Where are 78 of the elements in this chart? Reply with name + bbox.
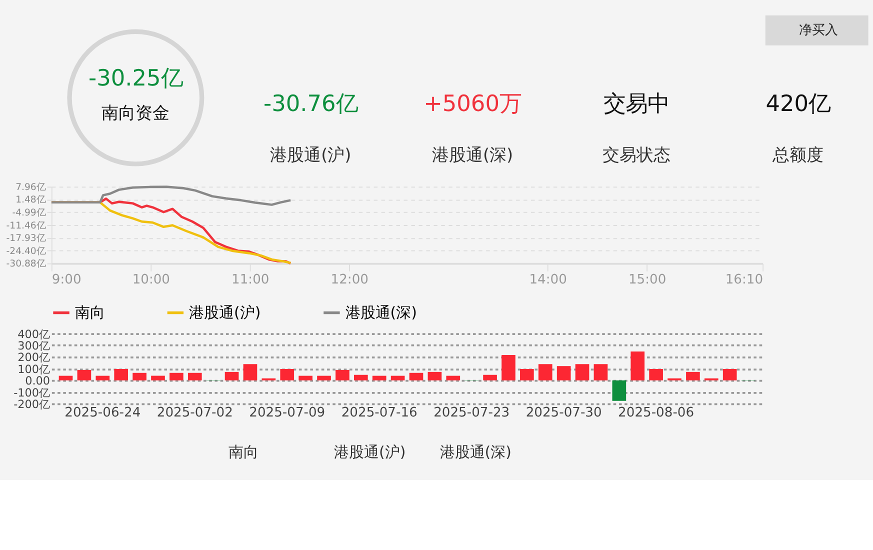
y-tick-label: 0.00	[25, 374, 50, 388]
bar	[575, 364, 590, 380]
x-tick-label: 2025-07-30	[526, 405, 602, 420]
bar	[502, 354, 516, 380]
bar	[612, 380, 626, 401]
legend-label: 港股通(沪)	[189, 303, 261, 322]
bar	[722, 369, 737, 380]
text: 南向	[228, 443, 258, 462]
x-tick-label: 11:00	[232, 272, 270, 288]
bar	[280, 369, 294, 380]
x-tick-label: 9:00	[52, 272, 82, 288]
bar	[409, 372, 424, 380]
bar	[354, 374, 368, 380]
y-tick-label: -30.88亿	[6, 258, 46, 270]
text: 南向资金	[102, 102, 170, 122]
text: 港股通(深)	[432, 144, 514, 164]
bar	[630, 351, 645, 380]
x-tick-label: 2025-07-23	[434, 405, 510, 420]
bar	[188, 372, 202, 380]
bar	[151, 376, 165, 380]
legend-label: 港股通(深)	[345, 303, 417, 322]
bar	[686, 372, 700, 380]
x-tick-label: 2025-06-24	[64, 405, 141, 420]
bar	[556, 366, 571, 380]
x-tick-label: 16:10	[725, 272, 764, 288]
bar	[317, 376, 331, 380]
y-tick-label: 100亿	[18, 362, 50, 376]
bar	[336, 370, 350, 380]
x-tick-label: 2025-07-02	[156, 405, 233, 420]
bar	[428, 372, 442, 380]
y-tick-label: -11.46亿	[6, 220, 46, 232]
y-tick-label: 200亿	[18, 351, 50, 364]
bar	[372, 376, 386, 380]
bar	[649, 369, 663, 380]
x-tick-label: 2025-08-06	[618, 405, 694, 420]
y-tick-label: -200亿	[14, 398, 50, 411]
x-tick-label: 15:00	[628, 272, 666, 288]
text: 港股通(沪)	[270, 144, 352, 164]
bar	[520, 369, 534, 380]
text: -30.25亿	[88, 66, 183, 92]
bar	[58, 376, 73, 380]
text: -30.76亿	[263, 90, 358, 117]
legend-label: 南向	[74, 303, 105, 322]
bar	[538, 364, 552, 380]
bar	[483, 374, 497, 380]
bar	[77, 370, 92, 380]
bar	[96, 376, 110, 380]
y-tick-label: 300亿	[18, 339, 50, 352]
bar	[224, 372, 239, 380]
bar	[114, 369, 128, 380]
y-tick-label: -24.40亿	[6, 246, 46, 257]
bar	[390, 376, 405, 380]
line-series	[50, 186, 292, 206]
text: 港股通(沪)	[334, 443, 406, 462]
text: 交易中	[603, 90, 670, 117]
y-tick-label: 7.96亿	[16, 182, 46, 193]
y-tick-label: 1.48亿	[16, 194, 46, 206]
y-tick-label: -17.93亿	[6, 233, 46, 244]
text: 交易状态	[602, 144, 670, 164]
bar	[170, 372, 184, 380]
bar	[298, 376, 312, 380]
text: 净买入	[799, 23, 838, 38]
text: +5060万	[424, 90, 522, 117]
text: 420亿	[766, 90, 831, 117]
x-tick-label: 2025-07-09	[249, 405, 326, 420]
y-tick-label: -100亿	[14, 386, 50, 400]
bar	[243, 364, 258, 380]
bar	[594, 364, 608, 380]
bar	[132, 372, 146, 380]
x-tick-label: 12:00	[330, 272, 368, 288]
y-tick-label: -4.99亿	[12, 208, 46, 219]
x-tick-label: 2025-07-16	[341, 405, 418, 420]
x-tick-label: 14:00	[529, 272, 567, 288]
text: 港股通(深)	[440, 443, 512, 462]
x-tick-label: 10:00	[132, 272, 170, 288]
text: 总额度	[772, 144, 824, 164]
y-tick-label: 400亿	[18, 328, 50, 341]
bar	[446, 376, 460, 380]
